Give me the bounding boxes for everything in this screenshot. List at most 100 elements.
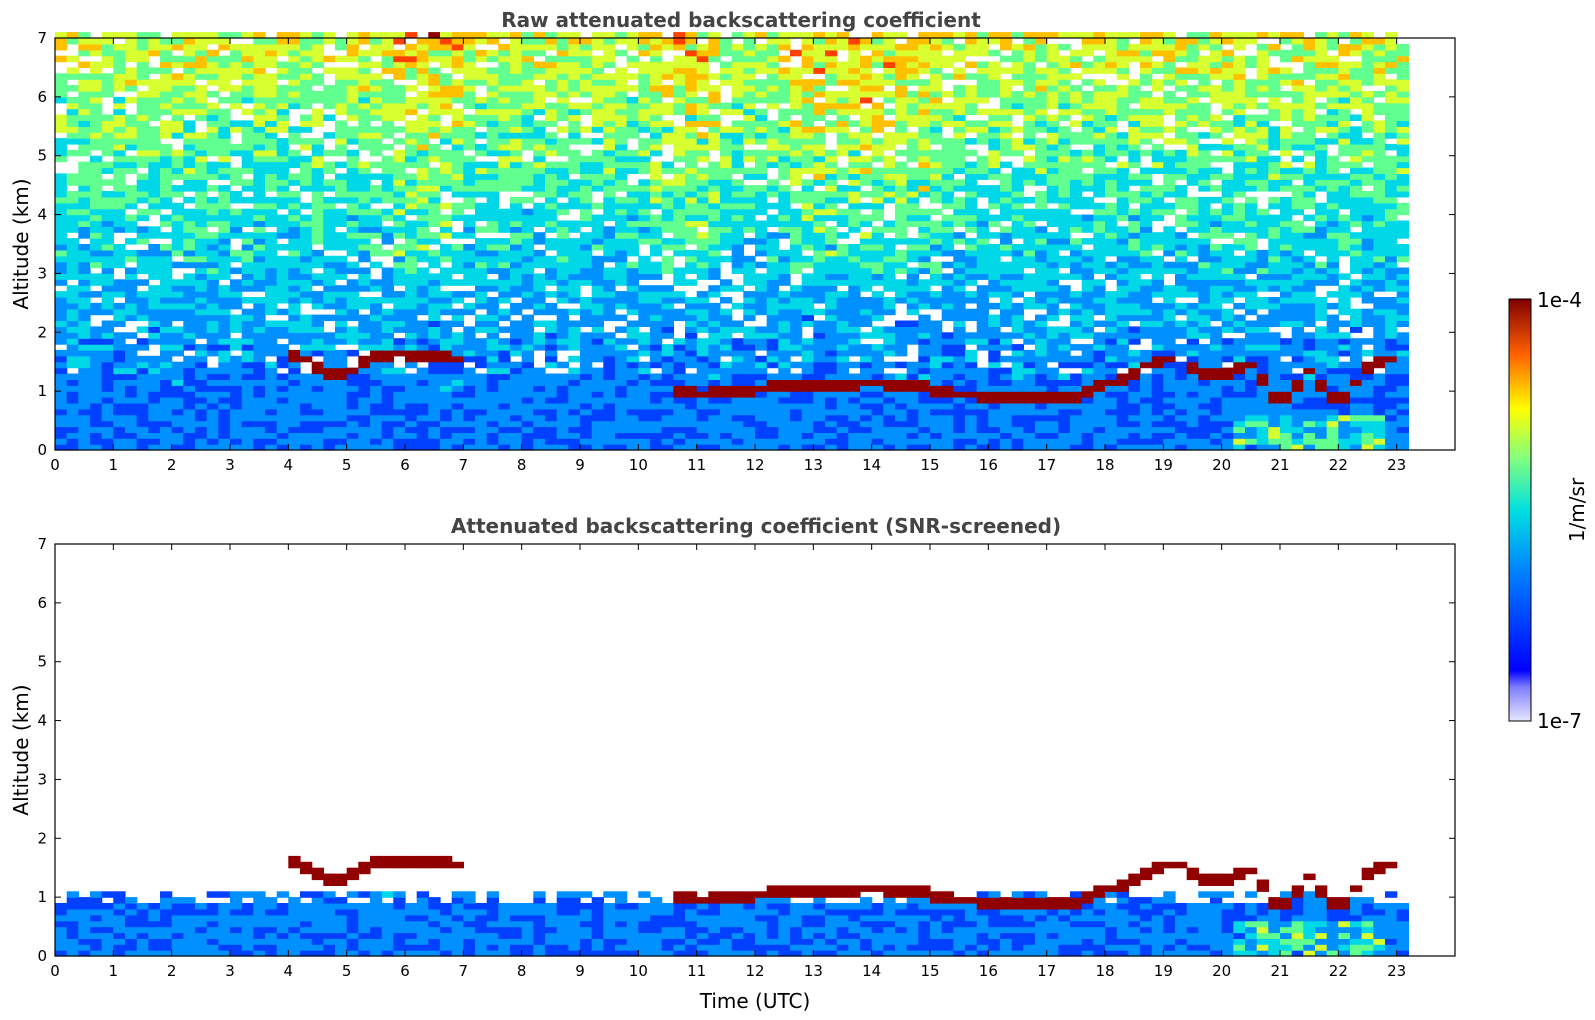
- heatmap-cell: [941, 249, 954, 257]
- heatmap-cell: [836, 320, 849, 327]
- heatmap-cell: [801, 414, 814, 422]
- heatmap-cell: [358, 220, 371, 227]
- heatmap-cell: [708, 273, 721, 280]
- heatmap-cell: [428, 332, 441, 339]
- heatmap-cell: [650, 332, 663, 339]
- heatmap-cell: [206, 126, 219, 133]
- heatmap-cell: [626, 196, 639, 204]
- heatmap-cell: [568, 414, 581, 422]
- heatmap-cell: [405, 149, 418, 157]
- heatmap-cell: [346, 185, 359, 192]
- heatmap-cell: [626, 379, 639, 386]
- heatmap-cell: [988, 344, 1001, 351]
- heatmap-cell: [440, 273, 453, 280]
- heatmap-cell: [591, 285, 604, 292]
- heatmap-cell: [475, 349, 488, 357]
- heatmap-cell: [813, 114, 826, 121]
- heatmap-cell: [381, 249, 394, 257]
- heatmap-cell: [206, 238, 219, 245]
- heatmap-cell: [288, 232, 301, 239]
- heatmap-cell: [311, 391, 324, 398]
- heatmap-cell: [113, 408, 126, 416]
- heatmap-cell: [626, 408, 639, 416]
- heatmap-cell: [288, 79, 301, 86]
- heatmap-cell: [393, 208, 406, 216]
- heatmap-cell: [90, 408, 103, 416]
- heatmap-cell: [393, 314, 406, 322]
- heatmap-cell: [895, 191, 908, 198]
- heatmap-cell: [860, 391, 873, 398]
- heatmap-cell: [78, 361, 91, 369]
- heatmap-cell: [370, 38, 383, 45]
- heatmap-cell: [813, 355, 826, 363]
- heatmap-cell: [265, 91, 278, 98]
- heatmap-cell: [696, 314, 709, 322]
- heatmap-cell: [206, 132, 219, 139]
- heatmap-cell: [241, 220, 254, 227]
- heatmap-cell: [510, 444, 523, 451]
- heatmap-cell: [160, 408, 173, 416]
- heatmap-cell: [755, 249, 768, 257]
- heatmap-cell: [941, 91, 954, 98]
- heatmap-cell: [358, 226, 371, 233]
- heatmap-cell: [136, 302, 149, 310]
- heatmap-cell: [930, 332, 943, 339]
- heatmap-cell: [265, 208, 278, 216]
- heatmap-cell: [626, 220, 639, 227]
- heatmap-cell: [381, 361, 394, 369]
- heatmap-cell: [801, 385, 814, 392]
- heatmap-cell: [836, 214, 849, 222]
- heatmap-cell: [206, 297, 219, 304]
- heatmap-cell: [685, 102, 698, 110]
- heatmap-cell: [836, 79, 849, 86]
- heatmap-cell: [206, 102, 219, 110]
- heatmap-cell: [801, 179, 814, 186]
- heatmap-cell: [871, 185, 884, 192]
- heatmap-cell: [451, 367, 464, 375]
- heatmap-cell: [790, 420, 803, 428]
- heatmap-cell: [323, 102, 336, 110]
- heatmap-cell: [533, 214, 546, 222]
- heatmap-cell: [568, 285, 581, 292]
- heatmap-cell: [615, 214, 628, 222]
- heatmap-cell: [428, 173, 441, 180]
- heatmap-cell: [731, 185, 744, 192]
- heatmap-cell: [346, 196, 359, 204]
- heatmap-cell: [218, 426, 231, 433]
- heatmap-cell: [206, 373, 219, 380]
- heatmap-cell: [393, 214, 406, 222]
- heatmap-cell: [638, 379, 651, 386]
- heatmap-cell: [311, 238, 324, 245]
- heatmap-cell: [976, 214, 989, 222]
- heatmap-cell: [883, 279, 896, 286]
- heatmap-cell: [755, 438, 768, 445]
- heatmap-cell: [976, 273, 989, 280]
- heatmap-cell: [428, 379, 441, 386]
- heatmap-cell: [580, 196, 593, 204]
- heatmap-cell: [941, 108, 954, 116]
- heatmap-cell: [125, 379, 138, 386]
- heatmap-cell: [708, 85, 721, 92]
- heatmap-cell: [230, 314, 243, 322]
- heatmap-cell: [510, 367, 523, 375]
- heatmap-cell: [825, 96, 838, 104]
- heatmap-cell: [101, 338, 114, 345]
- heatmap-cell: [906, 273, 919, 280]
- heatmap-cell: [638, 91, 651, 98]
- heatmap-cell: [440, 326, 453, 333]
- heatmap-cell: [218, 108, 231, 116]
- heatmap-cell: [673, 438, 686, 445]
- heatmap-cell: [836, 432, 849, 439]
- panel-raw: Raw attenuated backscattering coefficien…: [9, 8, 1456, 474]
- heatmap-cell: [183, 326, 196, 333]
- heatmap-cell: [405, 326, 418, 333]
- heatmap-cell: [650, 91, 663, 98]
- heatmap-cell: [521, 249, 534, 257]
- heatmap-cell: [603, 379, 616, 386]
- heatmap-cell: [778, 120, 791, 127]
- heatmap-cell: [638, 179, 651, 186]
- heatmap-cell: [370, 108, 383, 116]
- heatmap-cell: [556, 361, 569, 369]
- heatmap-cell: [708, 414, 721, 422]
- heatmap-cell: [521, 326, 534, 333]
